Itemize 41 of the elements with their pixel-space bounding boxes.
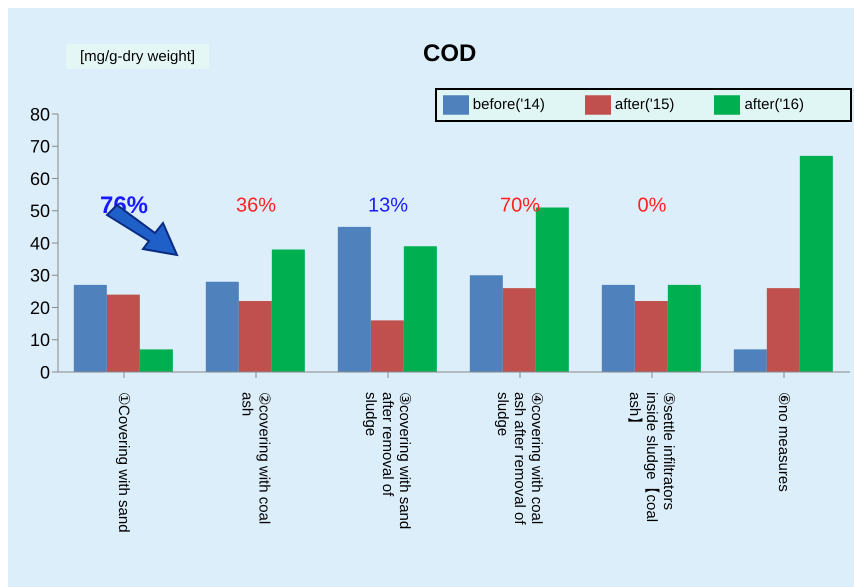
bar [106, 294, 140, 372]
bar [272, 249, 305, 372]
x-tick-label: ②covering with coal ash [238, 392, 272, 524]
bar [206, 282, 239, 372]
bar [370, 320, 404, 372]
y-tick-label: 70 [30, 136, 50, 157]
y-tick-label: 40 [30, 233, 50, 254]
y-tick-label: 20 [30, 298, 50, 318]
bar [338, 226, 371, 372]
y-tick-label: 50 [30, 201, 50, 222]
y-tick-label: 30 [30, 266, 50, 286]
bar [766, 288, 800, 372]
y-axis-title: [mg/g-dry weight] [66, 44, 210, 69]
annotation: 70% [500, 194, 540, 216]
annotation: 13% [368, 194, 408, 216]
x-tick-label: ⑥no measures [775, 392, 792, 492]
annotation: 36% [236, 194, 276, 216]
y-tick-label: 0 [40, 362, 50, 382]
bar [634, 301, 668, 372]
legend-label: after('15) [614, 96, 674, 113]
x-tick-label: ⑤settle infiltrators inside sludge【coal ash】 [626, 392, 677, 522]
y-tick-label: 10 [30, 330, 50, 350]
y-tick-label: 60 [30, 168, 50, 189]
bar [404, 246, 437, 372]
y-tick-label: 80 [30, 104, 50, 124]
bar [470, 275, 503, 372]
bar [238, 301, 272, 372]
bar [668, 284, 701, 372]
bar [74, 284, 107, 372]
x-tick-label: ①Covering with sand [115, 392, 132, 533]
x-tick-label: ③covering with sand after removal of sludge [362, 392, 413, 530]
bar [602, 284, 635, 372]
chart-title: COD [423, 40, 476, 68]
bar [800, 156, 833, 372]
bar [734, 349, 767, 372]
legend-label: before('14) [472, 96, 545, 113]
bar [502, 288, 536, 372]
annotation: 0% [638, 194, 667, 216]
x-tick-label: ④covering with coal ash after removal of sludge [494, 392, 545, 526]
legend-label: after('16) [744, 96, 804, 113]
bar [140, 349, 173, 372]
